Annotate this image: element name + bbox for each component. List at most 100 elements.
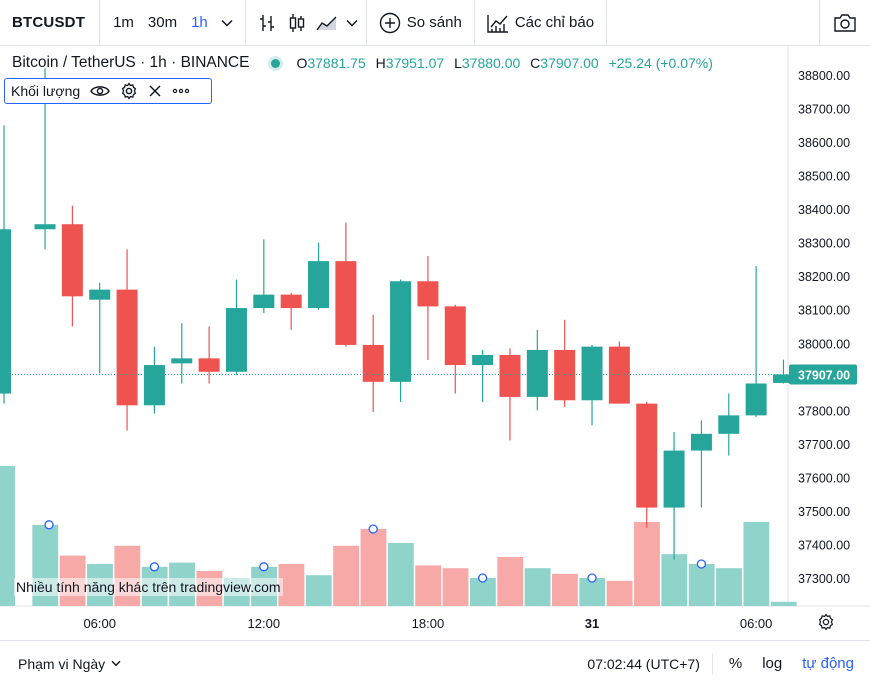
price-tick-label: 38400.00: [798, 203, 850, 217]
eye-icon[interactable]: [90, 84, 110, 98]
volume-bar: [579, 578, 606, 606]
volume-bar: [552, 573, 578, 606]
candlestick-style-icon[interactable]: [282, 8, 312, 38]
volume-bar: [497, 557, 524, 606]
high-value: 37951.07: [385, 55, 445, 71]
low-label: L: [454, 55, 462, 71]
volume-marker: [259, 562, 269, 572]
open-value: 37881.75: [307, 55, 366, 71]
area-chart-style-icon[interactable]: [312, 8, 342, 38]
auto-scale-toggle[interactable]: tự động: [802, 655, 854, 672]
price-tick-label: 38000.00: [798, 337, 850, 351]
volume-marker: [368, 524, 378, 534]
price-tick-label: 38200.00: [798, 270, 850, 284]
volume-bar: [442, 568, 469, 606]
toolbar-divider: [473, 0, 475, 46]
interval-1m[interactable]: 1m: [113, 14, 134, 31]
bar-chart-style-icon[interactable]: [252, 8, 282, 38]
candle-body: [718, 415, 740, 434]
more-icon[interactable]: [172, 88, 190, 94]
close-value: 37907.00: [540, 55, 599, 71]
percent-scale-toggle[interactable]: %: [728, 655, 743, 672]
volume-bar: [305, 575, 332, 606]
candle-body: [225, 308, 247, 372]
candlesticks: [0, 68, 794, 560]
compare-label: So sánh: [406, 14, 462, 31]
candle-body: [253, 294, 275, 309]
candle-body: [581, 346, 603, 401]
price-axis[interactable]: 38800.00 38700.00 38600.00 38500.00 38400.00…: [789, 69, 857, 586]
last-price-label: 37907.00: [798, 368, 850, 382]
date-range-button[interactable]: Phạm vi Ngày: [0, 656, 121, 672]
candle-body: [690, 433, 712, 451]
time-axis[interactable]: 06:00 12:00 18:00 31 06:00: [83, 613, 834, 632]
volume-bar: [661, 554, 688, 606]
indicators-button[interactable]: Các chỉ báo: [475, 0, 606, 46]
toolbar-divider: [819, 0, 820, 46]
gear-icon[interactable]: [120, 82, 138, 100]
volume-bar: [387, 543, 414, 606]
volume-marker: [477, 573, 488, 583]
camera-icon[interactable]: [820, 8, 870, 38]
volume-bar: [114, 545, 141, 606]
chevron-down-icon[interactable]: [215, 8, 239, 38]
price-tick-label: 38100.00: [798, 304, 850, 318]
volume-bar: [606, 580, 633, 606]
price-tick-label: 38500.00: [798, 170, 850, 184]
log-scale-toggle[interactable]: log: [762, 655, 783, 672]
settings-gear-icon[interactable]: [818, 613, 834, 631]
chevron-down-icon[interactable]: [342, 8, 362, 38]
price-tick-label: 38300.00: [798, 237, 850, 251]
volume-bar: [360, 529, 387, 606]
price-tick-label: 37700.00: [798, 438, 850, 452]
candle-body: [390, 281, 412, 382]
candle-body: [89, 289, 111, 300]
time-tick-label: 06:00: [83, 616, 116, 631]
price-tick-label: 38800.00: [798, 69, 850, 83]
volume-bar: [743, 522, 770, 606]
time-tick-label: 12:00: [248, 616, 281, 631]
volume-bar: [469, 578, 496, 606]
tradingview-watermark[interactable]: Nhiều tính năng khác trên tradingview.co…: [14, 578, 283, 596]
top-toolbar: BTCUSDT 1m 30m 1h So sánh Các chỉ báo: [0, 0, 870, 46]
volume-bar: [278, 564, 305, 606]
candle-body: [554, 349, 576, 401]
bottom-divider: [711, 652, 713, 675]
market-status-dot: [271, 58, 281, 68]
bottom-toolbar: Phạm vi Ngày 07:02:44 (UTC+7) % log tự đ…: [0, 640, 870, 686]
date-range-label: Phạm vi Ngày: [18, 655, 106, 672]
price-tick-label: 37500.00: [798, 505, 850, 519]
close-icon[interactable]: [148, 84, 162, 98]
interval-group: 1m 30m 1h: [100, 8, 239, 38]
price-tick-label: 37400.00: [798, 538, 850, 552]
volume-indicator-legend[interactable]: Khối lượng: [4, 78, 212, 104]
candle-body: [280, 294, 302, 309]
candle-body: [308, 261, 330, 309]
toolbar-divider: [244, 0, 246, 46]
candle-body: [171, 358, 193, 364]
candle-body: [526, 349, 548, 397]
clock-timezone-button[interactable]: 07:02:44 (UTC+7): [587, 655, 700, 672]
interval-1h[interactable]: 1h: [191, 14, 208, 31]
chevron-down-icon: [111, 660, 121, 667]
candle-body: [417, 281, 439, 307]
candle-body: [499, 355, 521, 397]
volume-marker: [44, 520, 54, 530]
candle-body: [34, 224, 56, 230]
toolbar-divider: [365, 0, 367, 46]
price-chart[interactable]: 38800.00 38700.00 38600.00 38500.00 38400.00…: [0, 46, 870, 640]
time-tick-label: 31: [585, 616, 599, 631]
interval-30m[interactable]: 30m: [147, 14, 178, 31]
open-label: O: [296, 55, 308, 71]
symbol-search-button[interactable]: BTCUSDT: [12, 14, 86, 31]
candle-body: [608, 346, 630, 404]
compare-button[interactable]: So sánh: [367, 0, 474, 46]
indicators-icon: [487, 13, 509, 33]
volume-marker: [696, 559, 707, 569]
toolbar-divider: [99, 0, 101, 46]
candle-body: [335, 261, 357, 345]
low-value: 37880.00: [461, 55, 521, 71]
candle-body: [636, 403, 658, 508]
price-tick-label: 37600.00: [798, 471, 850, 485]
last-price-badge: [789, 364, 857, 385]
